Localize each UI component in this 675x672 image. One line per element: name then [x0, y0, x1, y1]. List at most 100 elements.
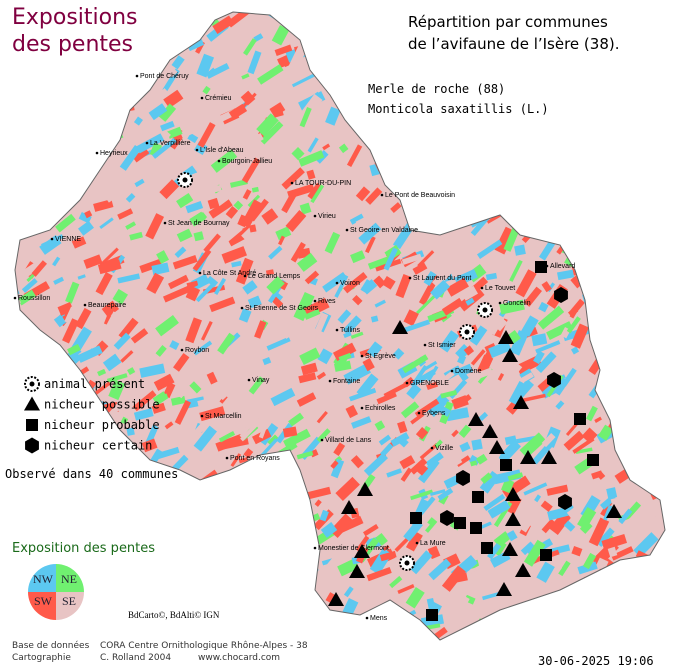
terrain-patch: [505, 641, 526, 659]
terrain-patch: [156, 446, 180, 460]
terrain-patch: [15, 78, 25, 93]
terrain-patch: [333, 442, 346, 456]
terrain-patch: [15, 138, 34, 157]
place-dot: [13, 296, 17, 300]
terrain-patch: [102, 592, 119, 605]
terrain-patch: [360, 279, 372, 293]
place-label: L'Isle d'Abeau: [200, 147, 244, 154]
terrain-patch: [5, 257, 12, 265]
terrain-patch: [457, 354, 467, 365]
terrain-patch: [338, 143, 349, 154]
place-dot: [50, 237, 54, 241]
terrain-patch: [219, 575, 233, 593]
place-dot: [335, 281, 339, 285]
terrain-patch: [440, 390, 458, 399]
terrain-patch: [374, 420, 386, 432]
symbol-possible: [505, 512, 521, 526]
place-dot: [313, 299, 317, 303]
terrain-patch: [319, 21, 331, 33]
symbol-possible: [328, 592, 344, 606]
symbol-probable: [574, 413, 586, 425]
terrain-patch: [48, 623, 63, 632]
terrain-patch: [597, 240, 623, 262]
symbol-probable: [587, 454, 599, 466]
terrain-patch: [105, 143, 133, 166]
terrain-patch: [539, 49, 563, 74]
symbol-probable: [540, 549, 552, 561]
terrain-patch: [51, 148, 76, 177]
credit: CORA Centre Ornithologique Rhône-Alpes -…: [100, 640, 308, 651]
terrain-patch: [645, 300, 656, 312]
terrain-patch: [288, 412, 304, 427]
terrain-patch: [499, 138, 522, 163]
terrain-patch: [460, 0, 485, 9]
terrain-patch: [569, 82, 598, 107]
place-dot: [423, 343, 427, 347]
header: de l’avifaune de l’Isère (38).: [408, 35, 620, 53]
terrain-patch: [265, 269, 275, 276]
terrain-patch: [634, 445, 642, 457]
terrain-patch: [320, 328, 341, 351]
place-dot: [380, 193, 384, 197]
terrain-patch: [327, 12, 344, 27]
place-label: Bourgoin-Jallieu: [222, 158, 272, 165]
terrain-patch: [584, 0, 600, 5]
terrain-patch: [187, 133, 199, 144]
terrain-patch: [247, 295, 262, 309]
terrain-patch: [662, 461, 665, 471]
symbol-probable: [481, 542, 493, 554]
terrain-patch: [287, 558, 302, 573]
terrain-patch: [240, 601, 255, 618]
terrain-patch: [67, 76, 93, 98]
terrain-patch: [298, 150, 325, 167]
terrain-patch: [395, 446, 408, 463]
place-dot: [247, 378, 251, 382]
terrain-patch: [478, 411, 489, 421]
terrain-patch: [521, 0, 543, 4]
terrain-patch: [502, 619, 522, 635]
terrain-patch: [44, 203, 58, 216]
symbol-possible: [24, 396, 40, 411]
terrain-patch: [139, 258, 163, 274]
terrain-patch: [43, 202, 68, 215]
terrain-patch: [400, 467, 413, 482]
terrain-patch: [101, 300, 120, 318]
place-label: St Laurent du Pont: [413, 275, 471, 282]
terrain-patch: [525, 158, 539, 171]
symbol-possible: [502, 348, 518, 362]
terrain-patch: [112, 288, 128, 305]
terrain-patch: [52, 141, 70, 159]
species-latin: Monticola saxatillis (L.): [368, 102, 549, 116]
terrain-patch: [386, 609, 404, 627]
terrain-patch: [71, 236, 87, 249]
terrain-patch: [244, 532, 259, 544]
terrain-patch: [242, 189, 252, 200]
terrain-patch: [229, 565, 254, 582]
terrain-patch: [558, 560, 571, 577]
terrain-patch: [209, 497, 225, 509]
terrain-patch: [59, 132, 79, 153]
terrain-patch: [633, 509, 657, 526]
terrain-patch: [256, 113, 279, 137]
terrain-patch: [297, 18, 325, 46]
terrain-patch: [253, 133, 264, 143]
terrain-patch: [493, 129, 506, 152]
terrain-patch: [319, 557, 337, 577]
terrain-patch: [271, 24, 290, 46]
terrain-patch: [290, 242, 306, 263]
terrain-patch: [236, 616, 252, 632]
terrain-patch: [39, 162, 55, 182]
terrain-patch: [560, 3, 585, 11]
terrain-patch: [97, 368, 107, 377]
terrain-patch: [362, 358, 375, 372]
terrain-patch: [15, 55, 40, 81]
terrain-patch: [546, 484, 569, 496]
terrain-patch: [430, 173, 458, 187]
terrain-patch: [81, 122, 97, 136]
terrain-patch: [135, 12, 162, 17]
terrain-patch: [592, 598, 602, 608]
terrain-patch: [540, 226, 563, 242]
terrain-patch: [476, 354, 494, 375]
place-dot: [200, 96, 204, 100]
